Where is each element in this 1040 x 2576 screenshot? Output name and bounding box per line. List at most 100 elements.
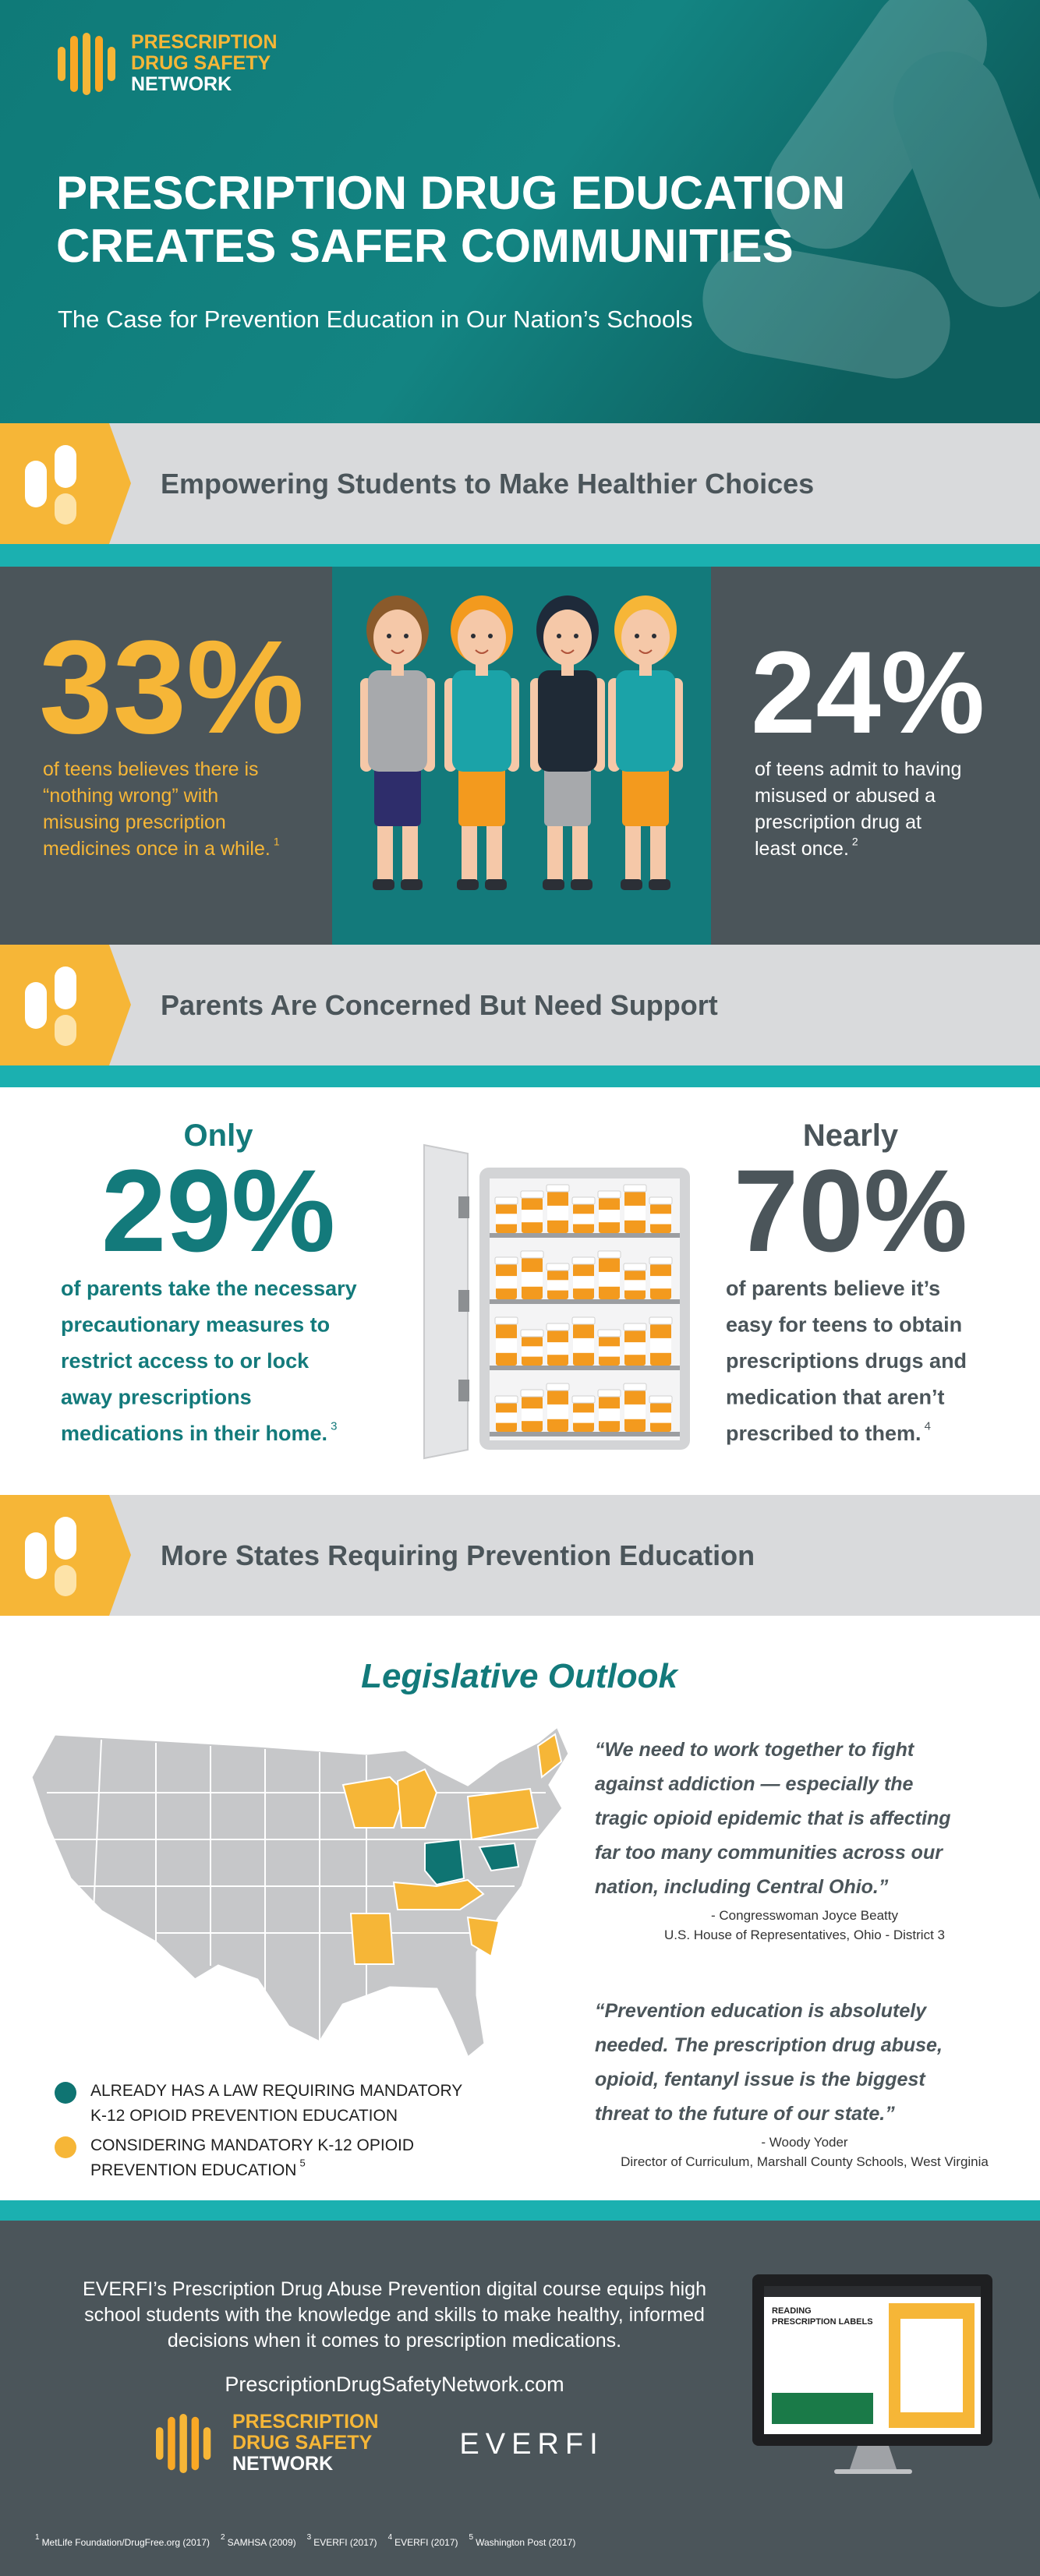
bottle-label [599,1346,620,1357]
stat-text: misusing prescription [43,811,226,833]
person-shirt [452,670,511,772]
bottle-cap [571,1196,596,1205]
bottle-cap [597,1250,621,1259]
footnote-num: 4 [388,2533,393,2542]
pill-icon [55,1565,76,1596]
stat-qualifier: Only [184,1118,254,1153]
bottle-label [496,1412,517,1423]
quote-text: tragic opioid epidemic that is affecting [595,1807,951,1829]
footnote-mark: 3 [331,1420,337,1433]
bottle-label [599,1210,620,1223]
footnote-text: MetLife Foundation/DrugFree.org (2017) [42,2537,210,2548]
bottle-label [522,1346,543,1357]
logo-text: PRESCRIPTION [232,2411,379,2433]
footnote-mark: 5 [299,2157,305,2168]
person-eye [488,634,493,638]
footer-url: PrescriptionDrugSafetyNetwork.com [225,2373,564,2396]
stat-text: medication that aren’t [726,1386,945,1409]
person-face [373,610,422,666]
bottle-cap [623,1263,647,1271]
bottle-label [624,1404,646,1419]
title: PRESCRIPTION DRUG EDUCATION [56,167,845,219]
bottle-cap [571,1395,596,1404]
bottle-label [496,1337,517,1353]
person-eye [574,634,578,638]
person-mouth [475,649,489,654]
quote-text: against addiction — especially the [595,1773,914,1795]
state [466,1916,501,1958]
stat-value: 24% [751,627,985,758]
person-eye [652,634,656,638]
logo-text: DRUG SAFETY [232,2432,373,2454]
person-shoe [649,879,670,890]
footnote-text: Washington Post (2017) [476,2537,575,2548]
bottle-label [522,1408,543,1422]
stat-value: 70% [734,1145,967,1276]
bottle-cap [571,1256,596,1265]
stat-text: of parents believe it’s [726,1277,940,1300]
stat-text: easy for teens to obtain [726,1313,962,1337]
stat-text: medications in their home. [61,1422,327,1445]
person-eye [557,634,561,638]
person-shoe [571,879,593,890]
bottle-cap [520,1329,544,1337]
legend-text: PREVENTION EDUCATION [90,2161,296,2179]
footnote-mark: 1 [274,835,280,847]
person-pants [374,764,421,826]
logo-text: PRESCRIPTION [131,31,278,53]
title: CREATES SAFER COMMUNITIES [56,220,794,272]
stat-text: prescription drug at [755,811,921,833]
legislative-title: Legislative Outlook [361,1657,679,1695]
legend-text: CONSIDERING MANDATORY K-12 OPIOID [90,2136,414,2154]
pill-icon [25,461,47,507]
header-bg [0,0,1040,423]
pill-icon [25,982,47,1029]
stat-text: prescriptions drugs and [726,1349,967,1373]
bottle-cap [520,1389,544,1398]
quote-text: far too many communities across our [595,1842,943,1864]
subtitle: The Case for Prevention Education in Our… [58,306,692,333]
quote-role: U.S. House of Representatives, Ohio - Di… [664,1928,945,1942]
person-eye [404,634,409,638]
quote-role: Director of Curriculum, Marshall County … [621,2154,989,2169]
state [341,1776,407,1829]
screen-title: PRESCRIPTION LABELS [772,2317,873,2327]
quote-text: opioid, fentanyl issue is the biggest [595,2069,926,2090]
bottle-label [650,1276,671,1289]
footnote-text: SAMHSA (2009) [228,2537,296,2548]
section-heading: Parents Are Concerned But Need Support [161,989,718,1021]
person-face [543,610,592,666]
stat-text: misused or abused a [755,785,936,807]
person-shoe [373,879,394,890]
footnote-num: 2 [221,2533,225,2542]
pill-icon [25,1532,47,1579]
state [349,1913,395,1965]
bottle-label [547,1280,568,1291]
logo-text: NETWORK [232,2453,333,2475]
logo-icon [95,36,103,92]
bottle-label [573,1214,594,1224]
quote-text: threat to the future of our state.” [595,2103,895,2125]
state [466,1787,539,1841]
footer-text: decisions when it comes to prescription … [168,2330,621,2352]
monitor [752,2274,992,2474]
footer-text: EVERFI’s Prescription Drug Abuse Prevent… [83,2278,706,2300]
person-pants [544,764,591,826]
bottle-label [573,1412,594,1423]
stat-text: restrict access to or lock [61,1349,310,1373]
state [478,1842,520,1872]
logo-icon [108,47,115,81]
bottle-label [650,1214,671,1224]
logo-icon [179,2414,187,2473]
bottle-label [496,1276,517,1289]
bottle-cap [546,1323,570,1331]
bottle-cap [623,1383,647,1391]
state [396,1768,438,1829]
person-eye [387,634,391,638]
person-mouth [391,649,405,654]
logo-icon [83,33,90,95]
logo-icon [203,2427,211,2460]
quote-text: nation, including Central Ohio.” [595,1876,889,1898]
footer-stripe [0,2200,1040,2221]
